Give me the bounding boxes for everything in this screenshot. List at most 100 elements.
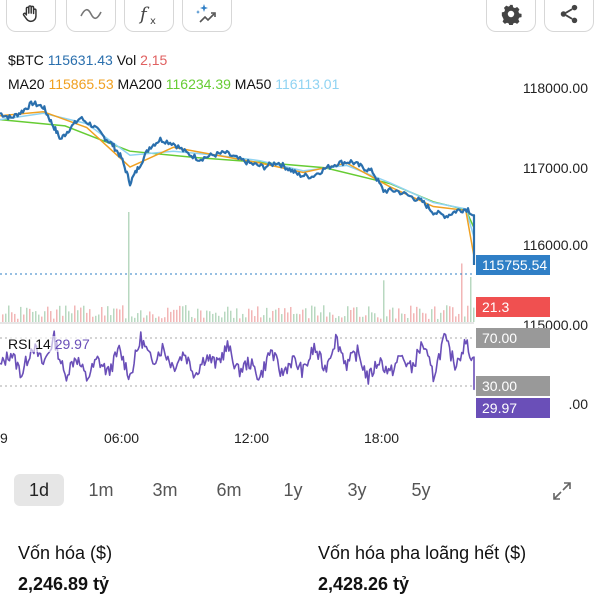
volume-bar <box>383 280 385 322</box>
price-tick-117000: 117000.00 <box>522 160 588 176</box>
volume-bar <box>344 316 346 322</box>
time-tick-0600: 06:00 <box>104 430 140 446</box>
period-3m[interactable]: 3m <box>152 480 178 500</box>
volume-bar <box>239 318 241 322</box>
volume-bar <box>395 318 397 322</box>
volume-bar <box>284 308 286 322</box>
volume-bar <box>170 311 172 322</box>
wave-icon <box>80 8 102 19</box>
volume-bar <box>335 317 337 322</box>
volume-bar <box>110 315 112 322</box>
volume-bar <box>86 312 88 322</box>
volume-bar <box>185 305 187 322</box>
volume-bar <box>71 313 73 322</box>
volume-bar <box>251 310 253 322</box>
volume-bar <box>257 306 259 322</box>
period-1m[interactable]: 1m <box>88 480 114 500</box>
volume-bars <box>2 212 475 322</box>
volume-bar <box>431 309 433 322</box>
curve-tool-button[interactable] <box>66 0 116 32</box>
volume-bar <box>158 316 160 322</box>
rsi-legend: RSI 14 29.97 <box>8 336 90 352</box>
volume-bar <box>68 311 70 322</box>
volume-bar <box>119 309 121 322</box>
magic-tool-button[interactable] <box>182 0 232 32</box>
volume-bar <box>302 309 304 322</box>
rsi-current-tag: 29.97 <box>476 398 550 418</box>
volume-bar <box>275 309 277 322</box>
volume-bar <box>242 313 244 322</box>
volume-bar <box>293 314 295 322</box>
volume-bar <box>329 312 331 322</box>
volume-bar <box>269 317 271 322</box>
volume-bar <box>182 306 184 322</box>
volume-bar <box>266 307 268 322</box>
volume-bar <box>320 312 322 322</box>
time-tick-1800: 18:00 <box>364 430 400 446</box>
volume-bar <box>206 310 208 322</box>
volume-bar <box>455 316 457 322</box>
diluted-cap-value: 2,428.26 tỷ <box>318 574 410 594</box>
share-button[interactable] <box>544 0 594 32</box>
expand-button[interactable] <box>544 474 580 506</box>
volume-bar <box>113 308 115 322</box>
time-tick-1200: 12:00 <box>234 430 270 446</box>
ma50-label: MA50 <box>234 76 272 92</box>
volume-bar <box>305 308 307 322</box>
volume-bar <box>392 307 394 322</box>
volume-bar <box>386 316 388 322</box>
volume-bar <box>464 316 466 322</box>
volume-bar <box>272 310 274 322</box>
volume-bar <box>473 307 475 322</box>
time-tick-0: 9 <box>0 430 8 446</box>
period-5y[interactable]: 5y <box>411 480 431 500</box>
volume-bar <box>224 311 226 322</box>
volume-bar <box>23 314 25 322</box>
volume-bar <box>278 307 280 322</box>
volume-bar <box>203 317 205 322</box>
volume-bar <box>236 308 238 322</box>
settings-button[interactable] <box>486 0 536 32</box>
volume-bar <box>5 313 7 322</box>
price-chart[interactable] <box>0 0 600 450</box>
svg-text:x: x <box>150 16 156 27</box>
volume-bar <box>209 311 211 322</box>
volume-bar <box>401 313 403 322</box>
volume-bar <box>14 313 16 322</box>
rsi-label: RSI 14 <box>8 336 51 352</box>
volume-bar <box>410 305 412 322</box>
volume-bar <box>98 314 100 322</box>
volume-bar <box>2 314 4 322</box>
volume-bar <box>443 310 445 322</box>
volume-bar <box>212 313 214 322</box>
period-1d[interactable]: 1d <box>14 474 64 506</box>
volume-bar <box>281 314 283 322</box>
volume-bar <box>287 312 289 322</box>
volume-bar <box>44 311 46 322</box>
ma20-value: 115865.53 <box>48 76 114 92</box>
volume-bar <box>134 317 136 322</box>
volume-bar <box>437 318 439 322</box>
volume-bar <box>56 309 58 322</box>
period-1y[interactable]: 1y <box>283 480 303 500</box>
period-3y[interactable]: 3y <box>347 480 367 500</box>
volume-bar <box>332 314 334 322</box>
volume-bar <box>467 305 469 322</box>
volume-bar <box>290 306 292 322</box>
volume-bar <box>80 307 82 322</box>
volume-bar <box>263 315 265 322</box>
volume-bar <box>140 310 142 322</box>
volume-bar <box>74 305 76 322</box>
rsi-line <box>0 330 475 391</box>
hand-tool-button[interactable] <box>6 0 56 32</box>
magic-trend-icon <box>196 3 216 23</box>
volume-bar <box>404 313 406 322</box>
volume-bar <box>50 311 52 322</box>
period-6m[interactable]: 6m <box>216 480 242 500</box>
volume-bar <box>425 313 427 322</box>
volume-bar <box>26 307 28 322</box>
volume-bar <box>143 317 145 322</box>
